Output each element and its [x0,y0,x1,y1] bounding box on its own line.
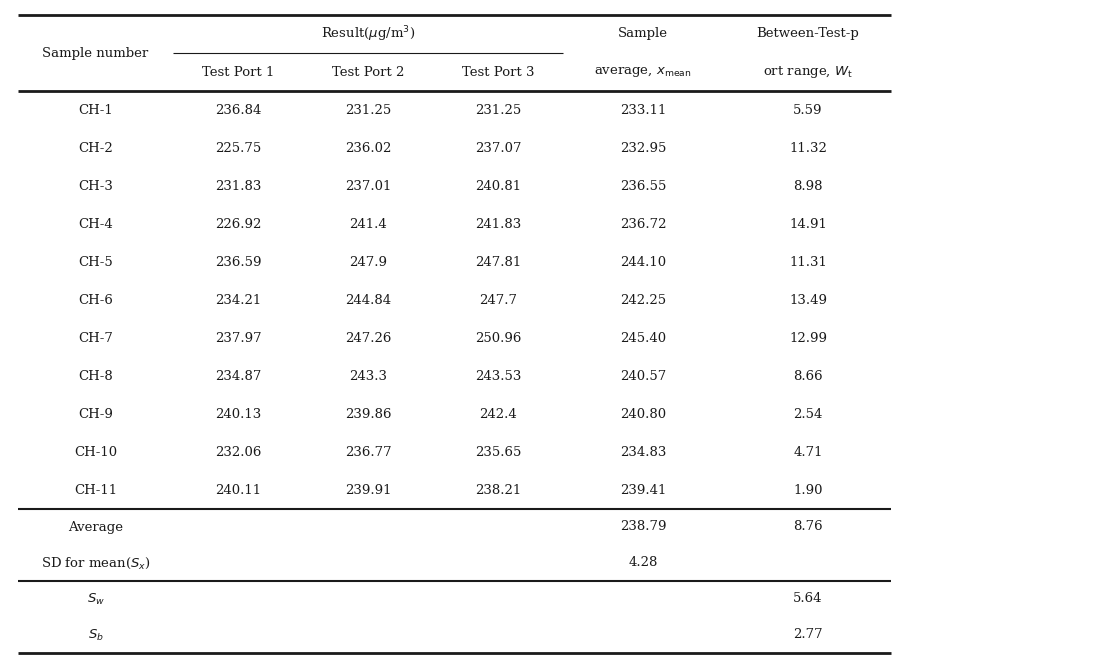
Text: CH-3: CH-3 [78,180,113,192]
Text: SD for mean($S_x$): SD for mean($S_x$) [40,556,151,571]
Text: 241.4: 241.4 [350,217,386,231]
Text: 243.3: 243.3 [349,369,386,383]
Text: CH-11: CH-11 [74,483,117,497]
Text: 226.92: 226.92 [214,217,261,231]
Text: 240.13: 240.13 [214,408,261,420]
Text: 2.77: 2.77 [793,629,823,642]
Text: 239.86: 239.86 [345,408,391,420]
Text: 236.84: 236.84 [214,103,261,117]
Text: 5.64: 5.64 [793,593,823,605]
Text: 239.41: 239.41 [620,483,666,497]
Text: CH-2: CH-2 [78,141,113,154]
Text: 235.65: 235.65 [475,446,522,459]
Text: 241.83: 241.83 [475,217,522,231]
Text: CH-4: CH-4 [78,217,113,231]
Text: 13.49: 13.49 [789,294,827,306]
Text: CH-7: CH-7 [78,332,113,345]
Text: 231.25: 231.25 [475,103,522,117]
Text: 232.06: 232.06 [214,446,261,459]
Text: 236.55: 236.55 [620,180,666,192]
Text: $S_b$: $S_b$ [87,627,104,642]
Text: 238.79: 238.79 [620,520,666,534]
Text: 4.71: 4.71 [793,446,823,459]
Text: CH-5: CH-5 [78,255,113,269]
Text: 236.77: 236.77 [345,446,391,459]
Text: 247.7: 247.7 [479,294,517,306]
Text: 236.72: 236.72 [620,217,666,231]
Text: Result($\mu$g/m$^3$): Result($\mu$g/m$^3$) [321,25,416,44]
Text: 247.9: 247.9 [349,255,386,269]
Text: 239.91: 239.91 [345,483,391,497]
Text: 240.80: 240.80 [620,408,666,420]
Text: ort range, $W_\mathrm{t}$: ort range, $W_\mathrm{t}$ [763,64,853,80]
Text: 234.87: 234.87 [214,369,261,383]
Text: 11.31: 11.31 [789,255,827,269]
Text: 244.10: 244.10 [620,255,666,269]
Text: CH-10: CH-10 [74,446,117,459]
Text: 4.28: 4.28 [628,556,658,570]
Text: CH-6: CH-6 [78,294,113,306]
Text: 233.11: 233.11 [620,103,666,117]
Text: 238.21: 238.21 [475,483,522,497]
Text: Test Port 3: Test Port 3 [461,66,534,78]
Text: $S_w$: $S_w$ [86,591,105,607]
Text: 14.91: 14.91 [789,217,827,231]
Text: average, $x_\mathrm{mean}$: average, $x_\mathrm{mean}$ [594,65,691,79]
Text: 240.57: 240.57 [620,369,666,383]
Text: 11.32: 11.32 [789,141,827,154]
Text: 231.83: 231.83 [214,180,261,192]
Text: Sample: Sample [618,27,668,40]
Text: 2.54: 2.54 [793,408,823,420]
Text: Between-Test-p: Between-Test-p [756,27,859,40]
Text: Sample number: Sample number [42,46,149,60]
Text: 242.25: 242.25 [620,294,666,306]
Text: CH-8: CH-8 [78,369,113,383]
Text: 237.97: 237.97 [214,332,261,345]
Text: 237.01: 237.01 [345,180,391,192]
Text: Test Port 2: Test Port 2 [332,66,404,78]
Text: 225.75: 225.75 [214,141,261,154]
Text: 12.99: 12.99 [789,332,827,345]
Text: 236.02: 236.02 [345,141,391,154]
Text: Test Port 1: Test Port 1 [202,66,274,78]
Text: CH-9: CH-9 [78,408,113,420]
Text: 8.98: 8.98 [793,180,823,192]
Text: 5.59: 5.59 [793,103,823,117]
Text: Average: Average [68,520,123,534]
Text: 1.90: 1.90 [793,483,823,497]
Text: 250.96: 250.96 [475,332,522,345]
Text: 234.83: 234.83 [620,446,666,459]
Text: 232.95: 232.95 [620,141,666,154]
Text: 237.07: 237.07 [475,141,522,154]
Text: 8.66: 8.66 [793,369,823,383]
Text: 8.76: 8.76 [793,520,823,534]
Text: 236.59: 236.59 [214,255,261,269]
Text: 234.21: 234.21 [214,294,261,306]
Text: 243.53: 243.53 [475,369,522,383]
Text: 245.40: 245.40 [620,332,666,345]
Text: 242.4: 242.4 [479,408,517,420]
Text: 240.11: 240.11 [214,483,261,497]
Text: 247.26: 247.26 [345,332,391,345]
Text: 231.25: 231.25 [345,103,391,117]
Text: 247.81: 247.81 [475,255,522,269]
Text: 240.81: 240.81 [475,180,521,192]
Text: CH-1: CH-1 [78,103,113,117]
Text: 244.84: 244.84 [345,294,391,306]
